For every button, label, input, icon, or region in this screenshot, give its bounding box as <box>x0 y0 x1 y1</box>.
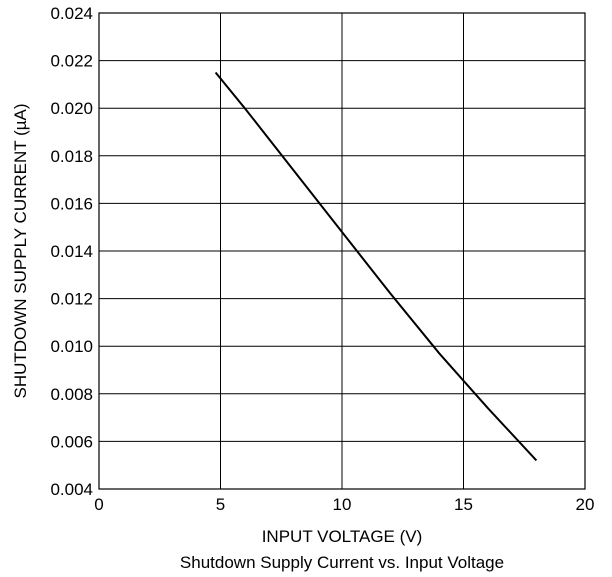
series-line <box>214 71 538 462</box>
y-tick-label: 0.024 <box>50 4 93 23</box>
y-tick-label: 0.010 <box>50 337 93 356</box>
y-tick-label: 0.006 <box>50 432 93 451</box>
y-axis-title: SHUTDOWN SUPPLY CURRENT (µA) <box>11 103 30 398</box>
grid <box>99 13 585 489</box>
x-tick-label: 10 <box>333 495 352 514</box>
y-tick-label: 0.004 <box>50 480 93 499</box>
y-tick-label: 0.016 <box>50 194 93 213</box>
plot-frame <box>98 12 586 490</box>
series-layer <box>214 71 538 462</box>
y-tick-label: 0.022 <box>50 52 93 71</box>
y-tick-label: 0.012 <box>50 290 93 309</box>
x-axis-ticks: 0 5 10 15 20 <box>94 495 594 514</box>
x-tick-label: 0 <box>94 495 103 514</box>
y-axis-ticks: 0.004 0.006 0.008 0.010 0.012 0.014 0.016 0.018… <box>50 4 93 499</box>
x-tick-label: 15 <box>454 495 473 514</box>
chart-title: Shutdown Supply Current vs. Input Voltag… <box>180 553 504 572</box>
x-axis-title: INPUT VOLTAGE (V) <box>262 527 423 546</box>
x-tick-label: 20 <box>576 495 595 514</box>
x-tick-label: 5 <box>216 495 225 514</box>
y-tick-label: 0.008 <box>50 385 93 404</box>
y-tick-label: 0.014 <box>50 242 93 261</box>
y-tick-label: 0.020 <box>50 99 93 118</box>
y-tick-label: 0.018 <box>50 147 93 166</box>
